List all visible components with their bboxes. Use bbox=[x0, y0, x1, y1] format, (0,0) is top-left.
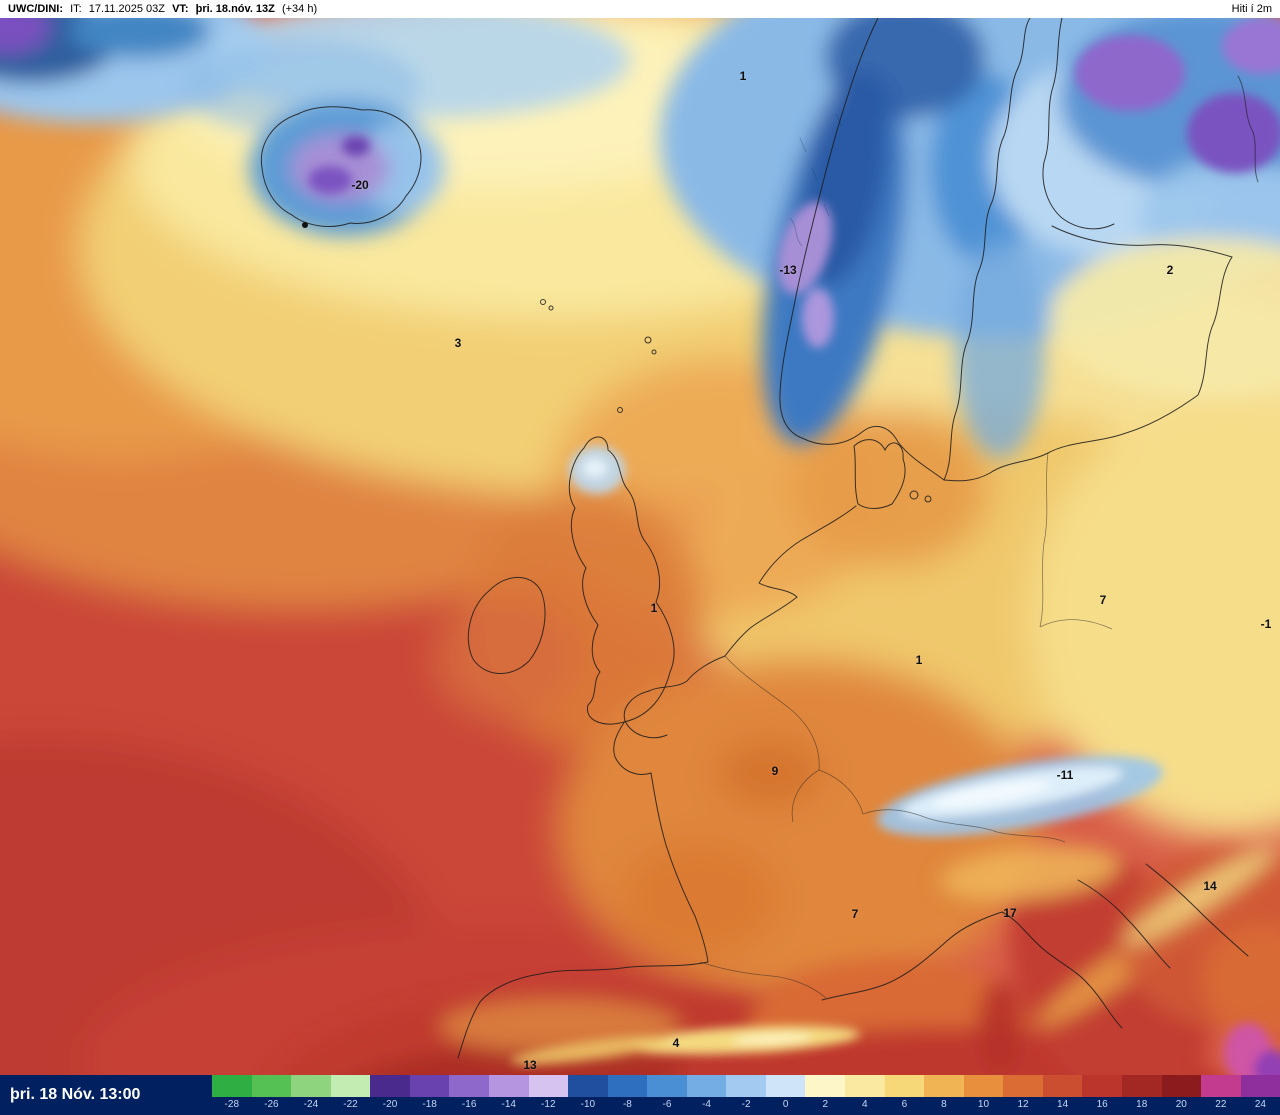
legend-tick-12: 12 bbox=[1017, 1099, 1029, 1110]
legend-tick-10: 10 bbox=[977, 1099, 990, 1110]
legend-tick-16: 16 bbox=[1096, 1099, 1108, 1110]
map-header: UWC/DINI: IT: 17.11.2025 03Z VT: þri. 18… bbox=[0, 0, 1280, 18]
legend-tick--26: -26 bbox=[264, 1099, 279, 1110]
station-dot bbox=[302, 222, 308, 228]
legend-color-0 bbox=[765, 1075, 806, 1097]
legend-color--8 bbox=[607, 1075, 648, 1097]
legend-tick--18: -18 bbox=[422, 1099, 437, 1110]
coastlines bbox=[260, 18, 1259, 1059]
legend-color--22 bbox=[330, 1075, 371, 1097]
legend-color--20 bbox=[370, 1075, 410, 1097]
legend-tick-18: 18 bbox=[1136, 1099, 1148, 1110]
cold-detail-layer bbox=[308, 18, 1280, 837]
legend-color--6 bbox=[647, 1075, 687, 1097]
country-borders bbox=[699, 452, 1113, 999]
legend-tick--12: -12 bbox=[541, 1099, 556, 1110]
legend-color-18 bbox=[1121, 1075, 1162, 1097]
legend-ticks: -28 -26 -24 -22 -20 -18 -16 -14 -12 -10 -8 -6 -4 -2 0 2… bbox=[212, 1097, 1280, 1115]
legend-color-6 bbox=[884, 1075, 925, 1097]
legend-tick--16: -16 bbox=[461, 1099, 477, 1110]
legend-color-20 bbox=[1161, 1075, 1202, 1097]
init-value: 17.11.2025 03Z bbox=[88, 3, 165, 15]
legend-color--4 bbox=[686, 1075, 727, 1097]
legend-color-14 bbox=[1042, 1075, 1083, 1097]
legend-tick-2: 2 bbox=[822, 1099, 828, 1110]
legend-tick-20: 20 bbox=[1175, 1099, 1187, 1110]
lead-time: (+34 h) bbox=[281, 3, 318, 15]
legend-color--10 bbox=[568, 1075, 608, 1097]
legend-tick-22: 22 bbox=[1215, 1099, 1227, 1110]
legend-color-8 bbox=[924, 1075, 964, 1097]
legend-color--24 bbox=[291, 1075, 331, 1097]
valid-time-box: þri. 18 Nóv. 13:00 bbox=[10, 1086, 141, 1103]
legend-tick--4: -4 bbox=[702, 1099, 711, 1110]
legend-tick--2: -2 bbox=[741, 1099, 751, 1110]
legend-colorbar bbox=[212, 1075, 1280, 1097]
legend-color-22 bbox=[1201, 1075, 1241, 1097]
parameter-label: Hiti í 2m bbox=[1231, 3, 1272, 15]
temperature-legend: -28 -26 -24 -22 -20 -18 -16 -14 -12 -10 -8 -6 -4 -2 0 2… bbox=[212, 1075, 1280, 1115]
legend-color--16 bbox=[449, 1075, 489, 1097]
run-info: UWC/DINI: IT: 17.11.2025 03Z VT: þri. 18… bbox=[8, 3, 321, 15]
legend-color--18 bbox=[409, 1075, 450, 1097]
legend-color--12 bbox=[528, 1075, 569, 1097]
legend-tick--6: -6 bbox=[662, 1099, 672, 1110]
legend-color-16 bbox=[1082, 1075, 1122, 1097]
legend-tick--20: -20 bbox=[382, 1099, 398, 1110]
legend-tick--28: -28 bbox=[224, 1099, 239, 1110]
terrain-texture bbox=[789, 113, 843, 247]
model-label: UWC/DINI: bbox=[8, 3, 63, 15]
legend-tick-14: 14 bbox=[1057, 1099, 1069, 1110]
map-footer: þri. 18 Nóv. 13:00 -28 -26 -24 -22 -20 -18 -16… bbox=[0, 1075, 1280, 1115]
valid-value: þri. 18.nóv. 13Z bbox=[195, 3, 275, 15]
init-label: IT: bbox=[70, 3, 82, 15]
legend-tick-6: 6 bbox=[901, 1099, 908, 1110]
legend-color--14 bbox=[488, 1075, 529, 1097]
temperature-field bbox=[0, 18, 1280, 1075]
legend-color--2 bbox=[726, 1075, 766, 1097]
legend-tick--24: -24 bbox=[303, 1099, 319, 1110]
valid-label: VT: bbox=[172, 3, 189, 15]
legend-color-12 bbox=[1003, 1075, 1043, 1097]
legend-color--26 bbox=[251, 1075, 292, 1097]
legend-color-24 bbox=[1240, 1075, 1280, 1097]
legend-tick--22: -22 bbox=[343, 1099, 358, 1110]
legend-tick-24: 24 bbox=[1254, 1099, 1266, 1110]
legend-tick-0: 0 bbox=[782, 1099, 789, 1110]
legend-color-4 bbox=[845, 1075, 885, 1097]
legend-tick--8: -8 bbox=[622, 1099, 632, 1110]
mountain-detail-layer bbox=[510, 1023, 1280, 1075]
legend-tick--10: -10 bbox=[580, 1099, 596, 1110]
legend-tick-8: 8 bbox=[941, 1099, 947, 1110]
legend-tick--14: -14 bbox=[501, 1099, 516, 1110]
legend-color-10 bbox=[963, 1075, 1004, 1097]
legend-color-2 bbox=[805, 1075, 845, 1097]
legend-tick-4: 4 bbox=[862, 1099, 868, 1110]
legend-color--28 bbox=[212, 1075, 252, 1097]
